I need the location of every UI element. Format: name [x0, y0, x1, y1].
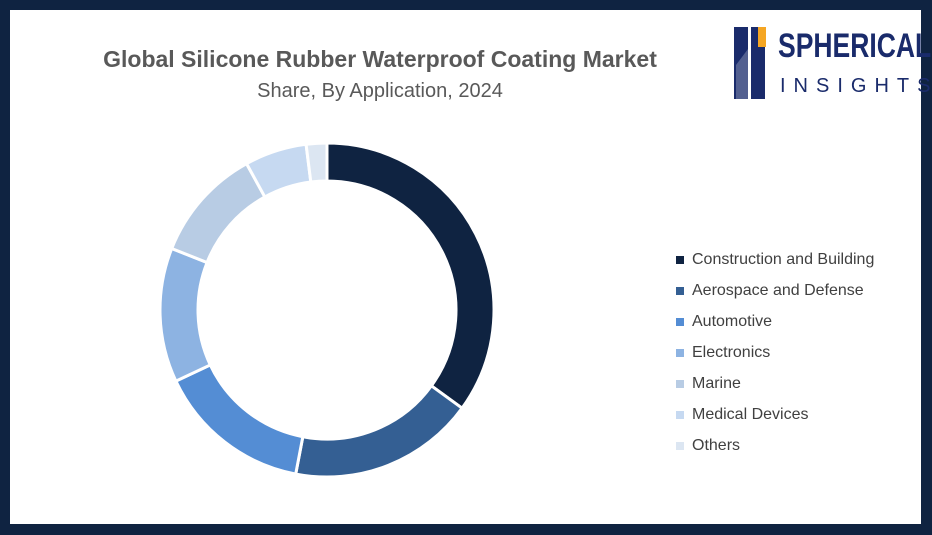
legend-swatch	[676, 441, 684, 450]
legend-swatch	[676, 410, 684, 419]
legend-label: Marine	[692, 374, 741, 392]
legend-item: Automotive	[676, 306, 874, 337]
logo-text-spherical: SPHERICAL	[778, 27, 932, 65]
legend-label: Medical Devices	[692, 405, 809, 423]
donut-slice-construction-and-building	[325, 141, 496, 411]
legend-swatch	[676, 286, 684, 295]
legend-swatch	[676, 255, 684, 264]
logo-mark-icon	[734, 27, 766, 99]
donut-slice-aerospace-and-defense	[293, 383, 465, 479]
spherical-insights-logo: SPHERICAL INSIGHTS	[734, 25, 931, 101]
legend-label: Construction and Building	[692, 250, 875, 268]
legend-label: Aerospace and Defense	[692, 281, 864, 299]
legend-label: Others	[692, 436, 741, 454]
legend-item: Medical Devices	[676, 399, 874, 430]
chart-title: Global Silicone Rubber Waterproof Coatin…	[103, 46, 657, 72]
logo-text-insights: INSIGHTS	[780, 75, 932, 97]
donut-slice-marine	[169, 161, 267, 265]
legend-item: Marine	[676, 368, 874, 399]
legend-item: Aerospace and Defense	[676, 275, 874, 306]
donut-slice-electronics	[158, 246, 213, 384]
legend-swatch	[676, 317, 684, 326]
legend-swatch	[676, 379, 684, 388]
chart-legend: Construction and Building Aerospace and D…	[676, 244, 874, 461]
legend-item: Electronics	[676, 337, 874, 368]
legend-label: Automotive	[692, 312, 773, 330]
legend-item: Construction and Building	[676, 244, 874, 275]
legend-item: Others	[676, 430, 874, 461]
legend-label: Electronics	[692, 343, 771, 361]
legend-swatch	[676, 348, 684, 357]
donut-slice-others	[304, 141, 329, 184]
donut-slice-automotive	[173, 362, 305, 476]
chart-subtitle: Share, By Application, 2024	[257, 80, 503, 102]
